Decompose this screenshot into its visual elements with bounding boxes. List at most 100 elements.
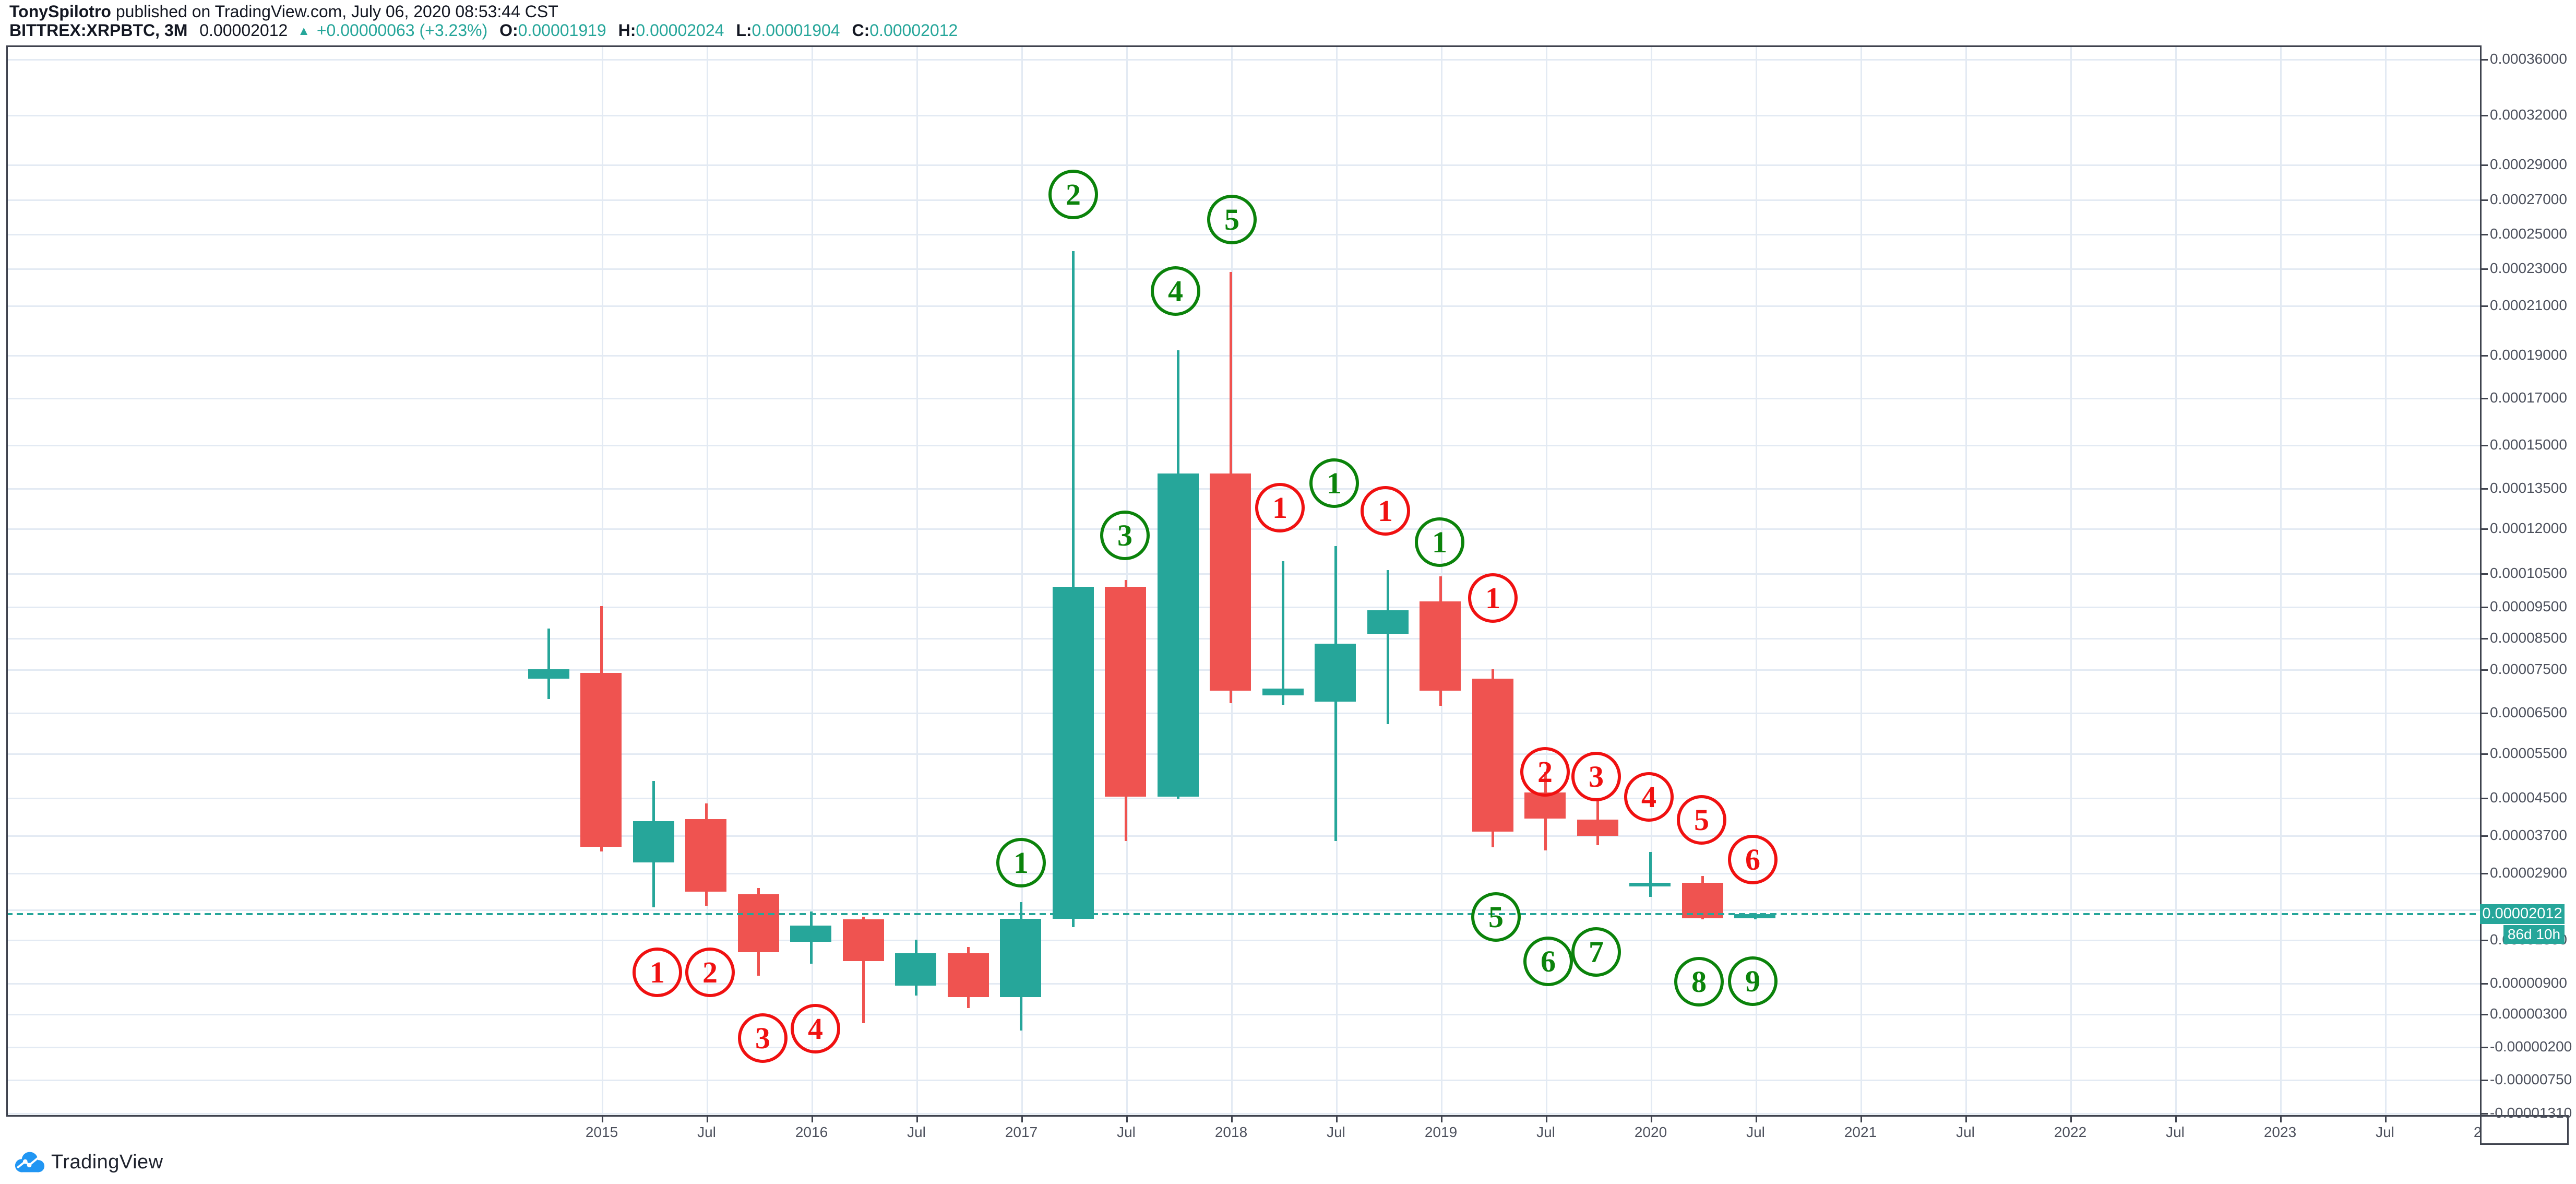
price-tick-label: 0.00021000 <box>2490 297 2567 313</box>
price-tick <box>2482 355 2488 357</box>
price-tick-label: 0.00007500 <box>2490 661 2567 677</box>
candle-body <box>895 953 936 986</box>
wave-circle-red-2: 2 <box>685 948 735 997</box>
high-label: H: <box>618 21 636 40</box>
price-gridline <box>6 1113 2480 1115</box>
price-tick <box>2482 835 2488 837</box>
time-tick <box>1861 1117 1862 1122</box>
last-price: 0.00002012 <box>199 21 288 40</box>
time-tick-label: 2021 <box>1844 1124 1877 1140</box>
price-axis-separator <box>2480 45 2482 1145</box>
wave-circle-green-7: 7 <box>1571 927 1621 977</box>
time-tick <box>2070 1117 2072 1122</box>
symbol-interval[interactable]: BITTREX:XRPBTC, 3M <box>9 21 188 40</box>
price-tick <box>2482 940 2488 941</box>
price-tick <box>2482 528 2488 530</box>
candle-body <box>1367 610 1409 634</box>
price-gridline <box>6 1047 2480 1048</box>
price-tick-label: 0.00032000 <box>2490 106 2567 123</box>
close-label: C: <box>852 21 870 40</box>
candle-body <box>947 953 989 997</box>
price-tick-label: 0.00003700 <box>2490 827 2567 843</box>
time-tick-label: Jul <box>2166 1124 2185 1140</box>
change-up-icon: ▲ <box>297 24 310 38</box>
candle-body <box>1105 586 1146 797</box>
price-tick <box>2482 1014 2488 1015</box>
price-tick-label: -0.00001310 <box>2490 1105 2572 1121</box>
candle-body <box>1734 914 1775 919</box>
candle-body <box>1000 919 1041 997</box>
wave-circle-red-2: 2 <box>1520 747 1570 797</box>
time-gridline <box>1861 45 1862 1115</box>
time-tick <box>1336 1117 1338 1122</box>
price-tick <box>2482 445 2488 446</box>
candle-body <box>1420 601 1461 691</box>
price-tick-label: 0.00005500 <box>2490 745 2567 761</box>
time-tick <box>916 1117 918 1122</box>
close-value: 0.00002012 <box>869 21 958 40</box>
price-tick <box>2482 607 2488 608</box>
price-tick-label: 0.00017000 <box>2490 389 2567 406</box>
candle-body <box>1052 586 1094 919</box>
price-tick-label: 0.00008500 <box>2490 630 2567 646</box>
price-tick-label: 0.00002900 <box>2490 865 2567 881</box>
time-tick <box>1651 1117 1652 1122</box>
candle-body <box>685 819 726 892</box>
time-gridline <box>2070 45 2072 1115</box>
publish-header: TonySpilotro published on TradingView.co… <box>9 2 558 21</box>
wave-circle-red-1: 1 <box>1361 486 1410 536</box>
time-tick-label: Jul <box>1956 1124 1975 1140</box>
price-gridline <box>6 59 2480 61</box>
price-tick-label: 0.00004500 <box>2490 789 2567 806</box>
wave-circle-green-4: 4 <box>1151 266 1200 316</box>
symbol-legend: BITTREX:XRPBTC, 3M 0.00002012 ▲ +0.00000… <box>9 21 958 40</box>
author-name[interactable]: TonySpilotro <box>9 2 111 21</box>
candle-body <box>1524 792 1566 819</box>
price-gridline <box>6 983 2480 985</box>
time-tick <box>2175 1117 2177 1122</box>
time-tick-label: Jul <box>1117 1124 1136 1140</box>
time-tick <box>1021 1117 1023 1122</box>
time-gridline <box>1441 45 1442 1115</box>
current-price-badge: 0.00002012 <box>2480 904 2565 924</box>
tradingview-logo[interactable]: TradingView <box>14 1150 163 1174</box>
candle-body <box>1157 473 1199 797</box>
price-tick-label: 0.00000300 <box>2490 1005 2567 1022</box>
time-gridline <box>707 45 708 1115</box>
wave-circle-red-4: 4 <box>1624 772 1674 822</box>
time-tick-label: Jul <box>907 1124 926 1140</box>
price-tick-label: 0.00027000 <box>2490 191 2567 207</box>
candle-body <box>1629 883 1671 887</box>
wave-circle-red-1: 1 <box>1255 483 1305 532</box>
price-tick <box>2482 234 2488 235</box>
time-gridline <box>602 45 603 1115</box>
price-tick-label: 0.00019000 <box>2490 347 2567 363</box>
price-tick <box>2482 983 2488 985</box>
open-label: O: <box>499 21 518 40</box>
price-tick <box>2482 199 2488 201</box>
candle-body <box>790 925 831 942</box>
price-tick <box>2482 669 2488 671</box>
high-value: 0.00002024 <box>636 21 724 40</box>
time-axis[interactable]: 2015 Jul 2016 Jul 2017 Jul 2018 Jul 2019 Jul 2020 J… <box>6 1117 2480 1145</box>
price-gridline <box>6 398 2480 399</box>
price-tick <box>2482 398 2488 399</box>
price-axis[interactable]: 0.00036000 0.00032000 0.00029000 0.00027000… <box>2482 45 2572 1121</box>
price-gridline <box>6 355 2480 357</box>
time-gridline <box>1126 45 1128 1115</box>
candle-body <box>633 821 674 863</box>
wave-circle-green-3: 3 <box>1100 511 1150 560</box>
price-tick <box>2482 1047 2488 1048</box>
time-axis-separator <box>6 1115 2569 1117</box>
price-gridline <box>6 713 2480 714</box>
price-tick-label: 0.00010500 <box>2490 565 2567 581</box>
time-tick-label: 2022 <box>2054 1124 2087 1140</box>
time-tick <box>812 1117 813 1122</box>
price-tick <box>2482 873 2488 874</box>
time-gridline <box>2280 45 2282 1115</box>
price-tick <box>2482 573 2488 575</box>
candle-body <box>1681 883 1723 919</box>
price-gridline <box>6 268 2480 270</box>
